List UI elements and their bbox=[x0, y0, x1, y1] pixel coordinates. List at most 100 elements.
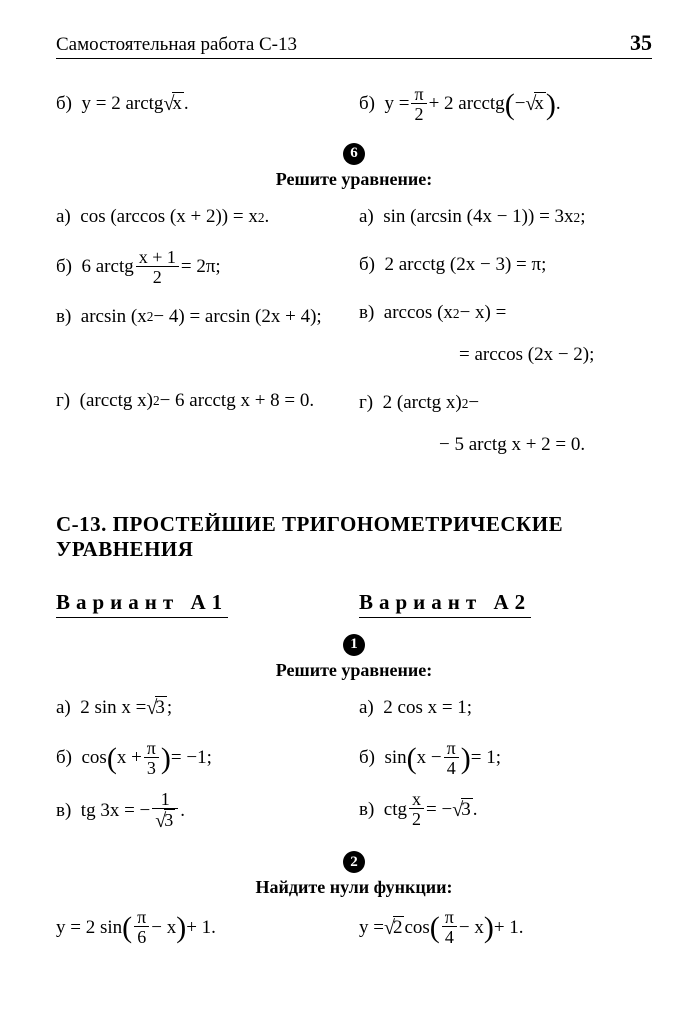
text: б) 2 arcctg (2x − 3) = π; bbox=[359, 254, 546, 277]
text: − bbox=[468, 392, 479, 415]
text: = 1; bbox=[471, 747, 501, 770]
a1-col: а) 2 sin x = 3 ; б) cos ( x + π 3 ) = −1… bbox=[56, 691, 349, 846]
text: − 4) = arcsin (2x + 4); bbox=[153, 306, 321, 329]
circle-2-icon: 2 bbox=[343, 851, 365, 873]
text: = arccos (2x − 2); bbox=[459, 344, 594, 367]
text: − 6 arcctg x + 8 = 0. bbox=[160, 390, 315, 413]
numerator: x bbox=[409, 790, 424, 809]
top-right-b: б) y = π 2 + 2 arcctg (−x) . bbox=[359, 85, 652, 125]
section-2-marker: 2 bbox=[56, 845, 652, 877]
p6-lv: в) arcsin (x2 − 4) = arcsin (2x + 4); bbox=[56, 299, 349, 335]
denominator: 2 bbox=[136, 267, 179, 288]
zeros-left: y = 2 sin ( π 6 − x ) + 1. bbox=[56, 908, 349, 948]
header-title: Самостоятельная работа С-13 bbox=[56, 34, 297, 56]
denominator: 4 bbox=[444, 758, 459, 779]
p6-rv: в) arccos (x2 − x) = = arccos (2x − 2); bbox=[359, 296, 652, 374]
sqrt-icon: 3 bbox=[155, 809, 175, 833]
text: y = bbox=[359, 917, 384, 940]
p6-right: а) sin (arcsin (4x − 1)) = 3x2; б) 2 arc… bbox=[359, 200, 652, 476]
fraction: x 2 bbox=[409, 790, 424, 830]
p6-rg: г) 2 (arctg x)2 − − 5 arctg x + 2 = 0. bbox=[359, 386, 652, 464]
text: а) 2 sin x = bbox=[56, 697, 146, 720]
text: ; bbox=[580, 206, 585, 229]
solve-instruction-2: Решите уравнение: bbox=[56, 660, 652, 681]
text: в) tg 3x = − bbox=[56, 800, 150, 823]
fraction: π 3 bbox=[144, 739, 159, 779]
variants-row: Вариант А1 Вариант А2 bbox=[56, 590, 652, 628]
fraction: π 4 bbox=[444, 739, 459, 779]
fraction: x + 1 2 bbox=[136, 248, 179, 288]
solve-instruction: Решите уравнение: bbox=[56, 169, 652, 190]
denominator: 6 bbox=[134, 927, 149, 948]
numerator: π bbox=[134, 908, 149, 927]
fraction: π 6 bbox=[134, 908, 149, 948]
numerator: π bbox=[444, 739, 459, 758]
p6-lg: г) (arcctg x)2 − 6 arcctg x + 8 = 0. bbox=[56, 383, 349, 419]
numerator: π bbox=[411, 85, 426, 104]
zeros-right: y = 2 cos ( π 4 − x ) + 1. bbox=[359, 908, 652, 948]
circle-6-icon: 6 bbox=[343, 143, 365, 165]
text: − x bbox=[151, 917, 176, 940]
a1-a: а) 2 sin x = 3 ; bbox=[56, 691, 349, 727]
variant-a2-title: Вариант А2 bbox=[359, 590, 531, 618]
sup: 2 bbox=[258, 210, 265, 226]
variant-a1-title: Вариант А1 bbox=[56, 590, 228, 618]
p6-left: а) cos (arccos (x + 2)) = x2. б) 6 arctg… bbox=[56, 200, 349, 476]
fraction: π 4 bbox=[442, 908, 457, 948]
text: ; bbox=[167, 697, 172, 720]
numerator: x + 1 bbox=[136, 248, 179, 267]
text: − x) = bbox=[460, 302, 507, 325]
sup: 2 bbox=[453, 306, 460, 322]
denominator: 2 bbox=[411, 104, 426, 125]
a1-b: б) cos ( x + π 3 ) = −1; bbox=[56, 739, 349, 779]
radicand: 2 bbox=[393, 916, 405, 940]
text: б) cos bbox=[56, 747, 107, 770]
text: а) 2 cos x = 1; bbox=[359, 697, 472, 720]
text: = − bbox=[426, 799, 452, 822]
page-number: 35 bbox=[630, 30, 652, 56]
top-row: б) y = 2 arctg x . б) y = π 2 + 2 arcctg… bbox=[56, 85, 652, 137]
sqrt-icon: 3 bbox=[146, 696, 166, 721]
text: в) arcsin (x bbox=[56, 306, 147, 329]
text: б) y = bbox=[359, 93, 409, 116]
radicand: 3 bbox=[155, 696, 167, 720]
text: в) ctg bbox=[359, 799, 407, 822]
top-left-b: б) y = 2 arctg x . bbox=[56, 85, 349, 125]
text: в) arccos (x bbox=[359, 302, 453, 325]
sup: 2 bbox=[153, 393, 160, 409]
problem-1-grid: а) 2 sin x = 3 ; б) cos ( x + π 3 ) = −1… bbox=[56, 691, 652, 846]
zeros-grid: y = 2 sin ( π 6 − x ) + 1. y = 2 cos ( π… bbox=[56, 908, 652, 960]
text: б) 6 arctg bbox=[56, 256, 134, 279]
a2-b: б) sin ( x − π 4 ) = 1; bbox=[359, 739, 652, 779]
text: x − bbox=[417, 747, 442, 770]
text: − x bbox=[459, 917, 484, 940]
text: x + bbox=[117, 747, 142, 770]
p6-rb: б) 2 arcctg (2x − 3) = π; bbox=[359, 248, 652, 284]
text: = 2π; bbox=[181, 256, 221, 279]
page: Самостоятельная работа С-13 35 б) y = 2 … bbox=[0, 0, 700, 1036]
radicand: x bbox=[172, 92, 184, 116]
text: y = 2 sin bbox=[56, 917, 122, 940]
p6-ra: а) sin (arcsin (4x − 1)) = 3x2; bbox=[359, 200, 652, 236]
text: б) sin bbox=[359, 747, 407, 770]
sqrt-icon: 3 bbox=[452, 798, 472, 823]
p6-la: а) cos (arccos (x + 2)) = x2. bbox=[56, 200, 349, 236]
denominator: 2 bbox=[409, 809, 424, 830]
variant-a2-wrap: Вариант А2 bbox=[359, 590, 652, 624]
sqrt-icon: 2 bbox=[384, 916, 404, 941]
text: а) cos (arccos (x + 2)) = x bbox=[56, 206, 258, 229]
zeros-instruction: Найдите нули функции: bbox=[56, 877, 652, 898]
text: . bbox=[265, 206, 270, 229]
a2-col: а) 2 cos x = 1; б) sin ( x − π 4 ) = 1; … bbox=[359, 691, 652, 846]
sqrt-icon: x bbox=[163, 92, 183, 117]
denominator: 3 bbox=[144, 758, 159, 779]
section-1-marker: 1 bbox=[56, 628, 652, 660]
sup: 2 bbox=[147, 309, 154, 325]
text: + 2 arcctg bbox=[429, 93, 505, 116]
sup: 2 bbox=[574, 210, 581, 226]
variant-a1-wrap: Вариант А1 bbox=[56, 590, 349, 624]
numerator: 1 bbox=[152, 790, 178, 809]
text: . bbox=[556, 93, 561, 116]
text: а) sin (arcsin (4x − 1)) = 3x bbox=[359, 206, 574, 229]
s13-heading: С-13. ПРОСТЕЙШИЕ ТРИГОНОМЕТРИЧЕСКИЕ УРАВ… bbox=[56, 512, 652, 562]
